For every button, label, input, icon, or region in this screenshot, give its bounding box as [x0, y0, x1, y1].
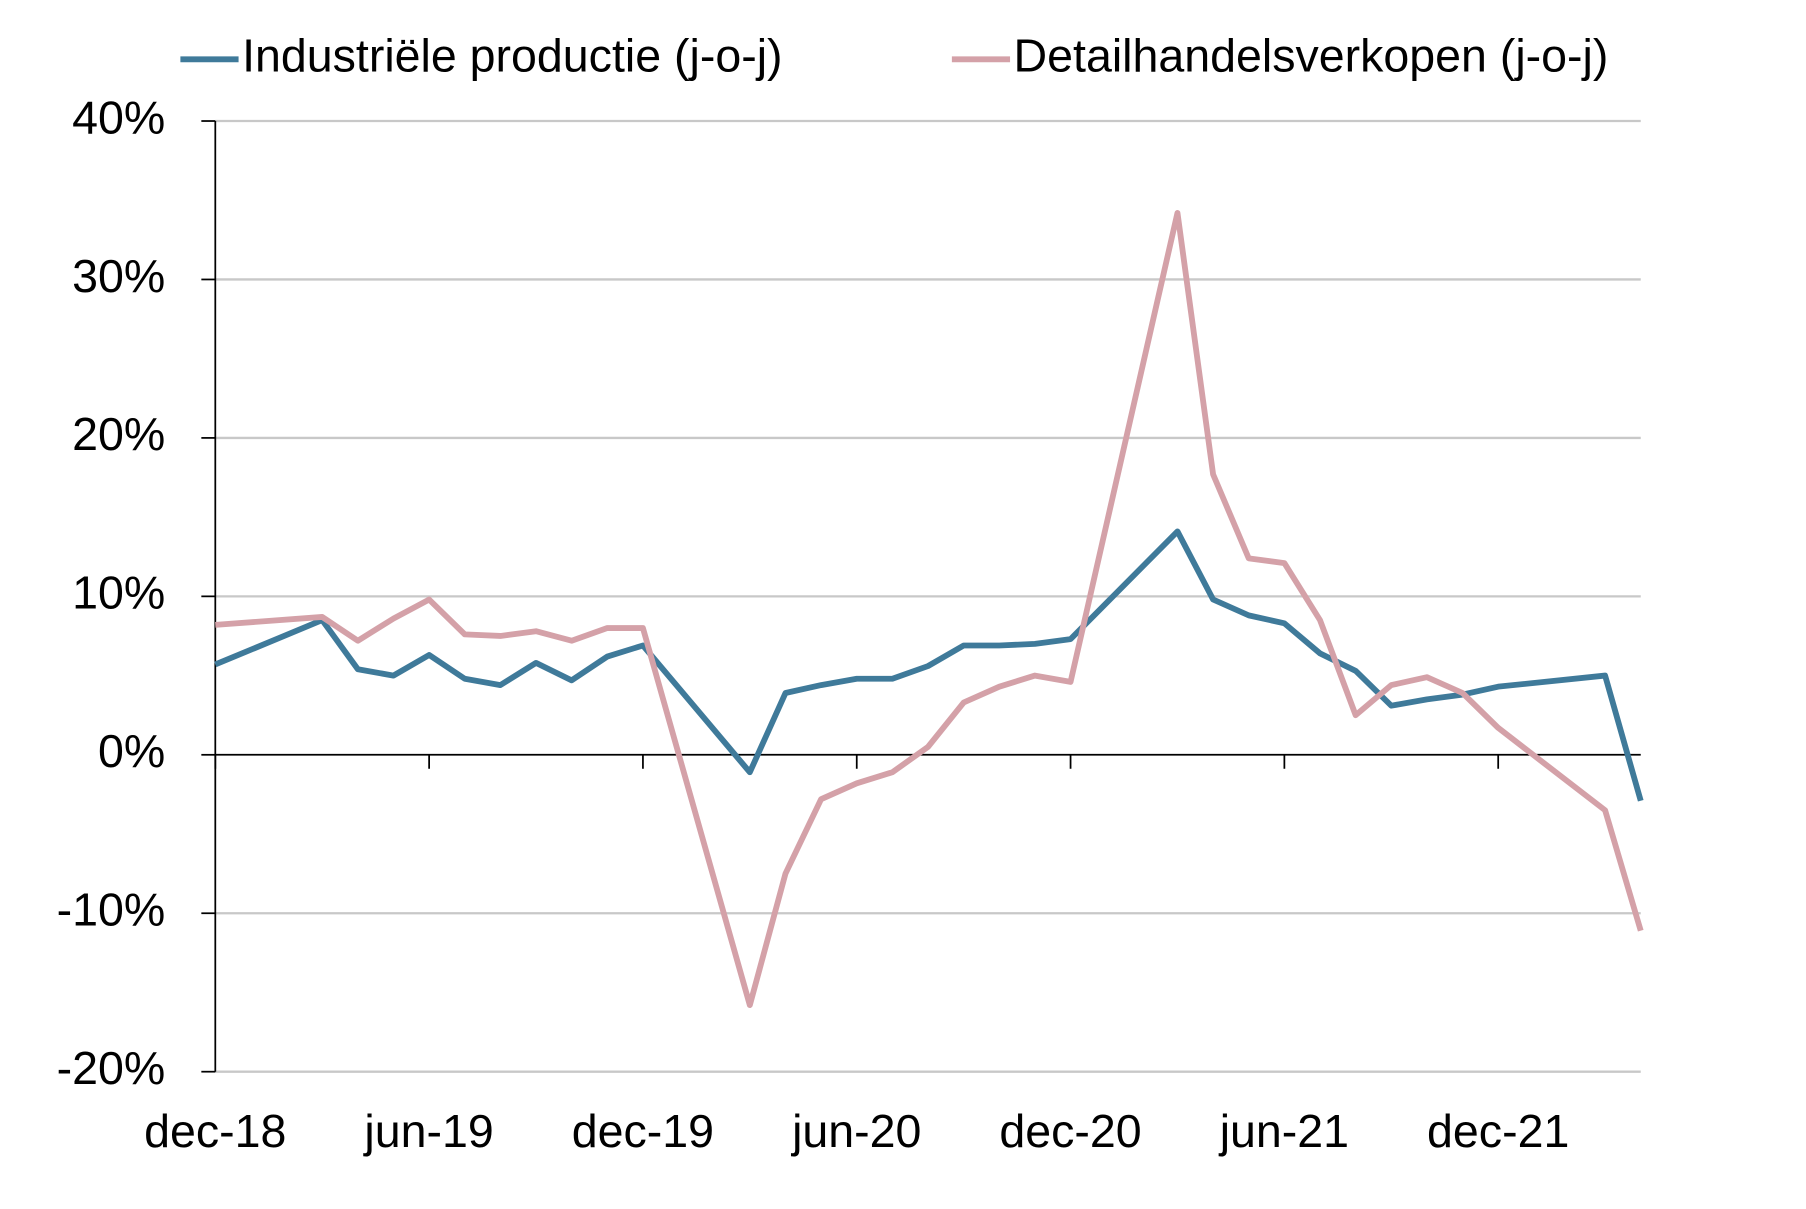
y-tick-label: 20%: [72, 408, 165, 460]
x-tick-label: dec-20: [999, 1105, 1141, 1157]
x-tick-label: jun-20: [790, 1105, 921, 1157]
legend-label: Detailhandelsverkopen (j-o-j): [1014, 30, 1609, 82]
x-tick-label: dec-21: [1427, 1105, 1569, 1157]
x-tick-label: jun-21: [1218, 1105, 1349, 1157]
series-line: [215, 210, 1644, 1009]
y-tick-label: -20%: [57, 1042, 166, 1094]
x-tick-label: dec-19: [572, 1105, 714, 1157]
y-tick-label: 30%: [72, 250, 165, 302]
legend-label: Industriële productie (j-o-j): [242, 30, 783, 82]
y-tick-label: 0%: [98, 725, 165, 777]
y-tick-label: -10%: [57, 884, 166, 936]
x-tick-label: jun-19: [362, 1105, 493, 1157]
x-tick-label: dec-18: [144, 1105, 286, 1157]
y-tick-label: 40%: [72, 91, 165, 143]
y-tick-label: 10%: [72, 567, 165, 619]
